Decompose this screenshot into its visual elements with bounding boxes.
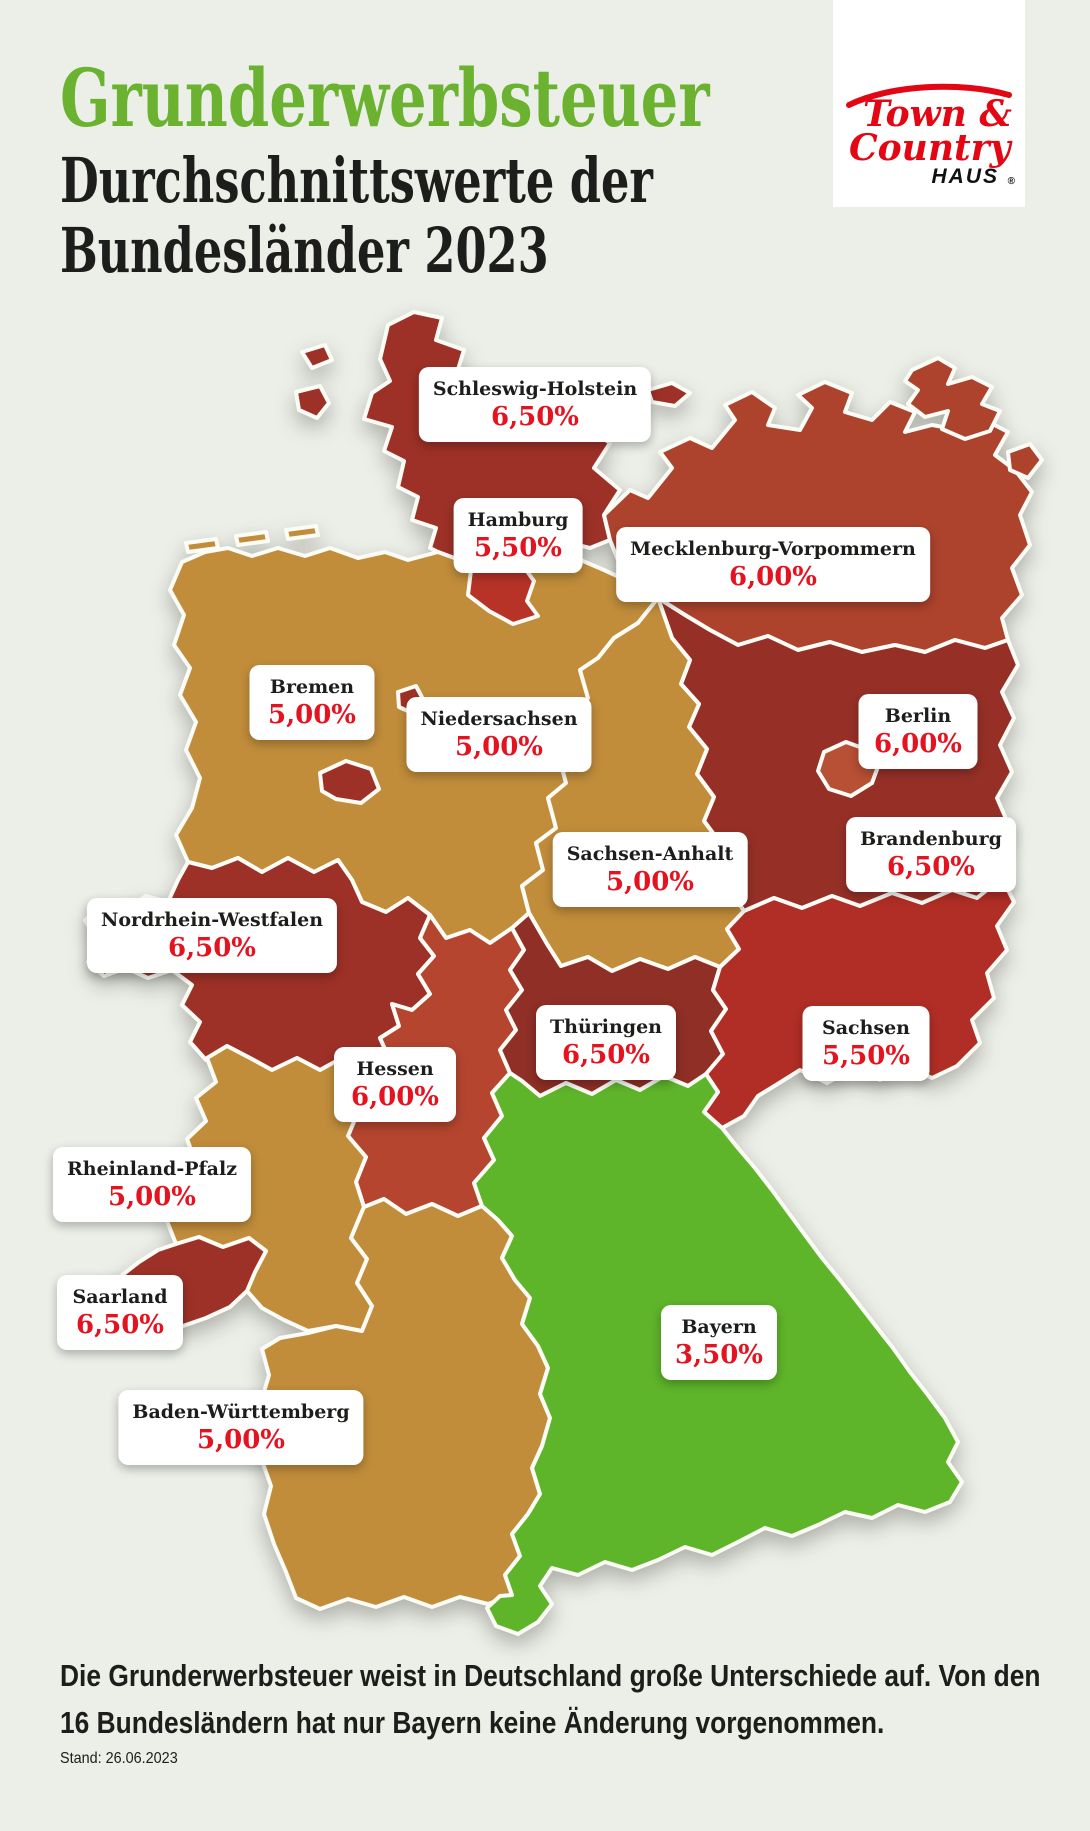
stand-date: Stand: 26.06.2023 (60, 1750, 178, 1767)
footer-description-line1: Die Grunderwerbsteuer weist in Deutschla… (60, 1658, 1041, 1693)
island-fehmarn (646, 381, 692, 408)
island-ostfriesland-3 (284, 524, 320, 541)
state-shape-bremen (318, 759, 381, 805)
registered-mark: ® (1007, 176, 1017, 187)
page-title: Grunderwerbsteuer (60, 51, 710, 145)
island-sylt (300, 343, 334, 370)
island-ostfriesland-1 (184, 537, 220, 554)
state-shape-schleswig-holstein (362, 310, 622, 564)
state-shape-sachsen (702, 876, 1016, 1130)
page-subtitle-line1: Durchschnittswerte der (60, 144, 653, 217)
logo-line3: HAUS ® (931, 165, 1017, 188)
island-ruegen (903, 356, 1002, 441)
state-shape-bayern (472, 1071, 964, 1636)
footer-description: Die Grunderwerbsteuer weist in Deutschla… (60, 1652, 1041, 1746)
town-country-logo: Town & Country HAUS ® (833, 0, 1025, 207)
state-shape-saarland (102, 1235, 268, 1329)
logo-swash-icon (846, 83, 1012, 108)
island-nordfriesland (294, 384, 331, 420)
logo-line2: Country (849, 126, 1011, 169)
island-ostfriesland-2 (234, 530, 270, 547)
logo-line1: Town & (863, 92, 1012, 135)
island-usedom (1006, 442, 1044, 480)
footer-description-line2: 16 Bundesländern hat nur Bayern keine Än… (60, 1705, 885, 1740)
page-subtitle-line2: Bundesländer 2023 (60, 214, 549, 287)
